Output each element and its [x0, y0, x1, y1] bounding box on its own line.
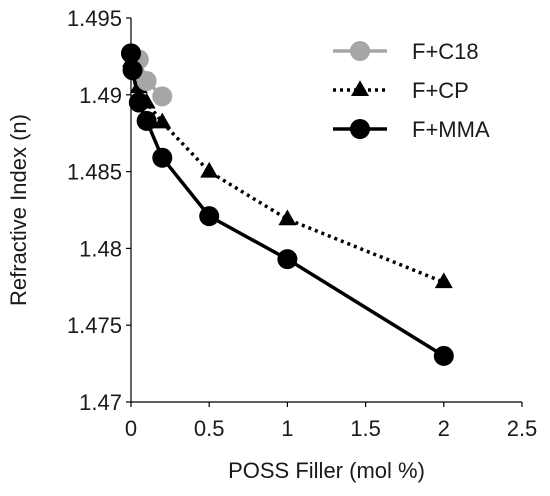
- series-f-mma: [121, 43, 454, 366]
- y-tick-label: 1.49: [79, 83, 122, 108]
- data-point-f-mma: [152, 147, 173, 168]
- series-line-f-cp: [129, 60, 445, 284]
- axes: 1.47 1.475 1.48 1.485 1.49 1.495 0 0.5 1 1.5 2 2.5: [67, 6, 537, 441]
- x-axis-title: POSS Filler (mol %): [228, 458, 425, 483]
- y-tick-label: 1.48: [79, 236, 122, 261]
- data-point-f-mma: [121, 43, 141, 64]
- y-tick-label: 1.485: [67, 160, 122, 185]
- data-point-f-cp: [434, 272, 453, 289]
- data-point-f-mma: [277, 249, 298, 270]
- data-point-f-cp: [200, 161, 219, 178]
- x-tick-label: 2: [438, 416, 450, 441]
- x-tick-label: 0.5: [194, 416, 225, 441]
- x-tick-label: 0: [125, 416, 137, 441]
- x-tick-label: 1: [281, 416, 293, 441]
- legend-label-f-c18: F+C18: [412, 39, 479, 64]
- x-tick-label: 2.5: [507, 416, 538, 441]
- legend-label-f-mma: F+MMA: [412, 117, 490, 142]
- data-point-f-mma: [122, 60, 143, 81]
- data-point-f-cp: [278, 209, 297, 226]
- series-line-f-mma: [129, 53, 445, 358]
- data-point-f-c18: [136, 70, 157, 91]
- y-tick-label: 1.475: [67, 313, 122, 338]
- y-axis-title: Refractive Index (n): [6, 114, 31, 306]
- y-tick-label: 1.47: [79, 390, 122, 415]
- series-layer: [121, 43, 454, 366]
- legend-marker-f-cp: [351, 80, 369, 96]
- x-tick-label: 1.5: [350, 416, 381, 441]
- data-point-f-mma: [136, 110, 157, 131]
- data-point-f-c18: [152, 86, 173, 107]
- data-point-f-mma: [199, 206, 220, 227]
- data-point-f-mma: [128, 92, 149, 113]
- legend: F+C18 F+CP F+MMA: [333, 39, 490, 142]
- legend-label-f-cp: F+CP: [412, 78, 469, 103]
- legend-marker-f-mma: [350, 119, 370, 139]
- y-tick-label: 1.495: [67, 6, 122, 31]
- legend-marker-f-c18: [350, 41, 370, 61]
- data-point-f-cp: [153, 112, 172, 129]
- data-point-f-mma: [433, 345, 454, 366]
